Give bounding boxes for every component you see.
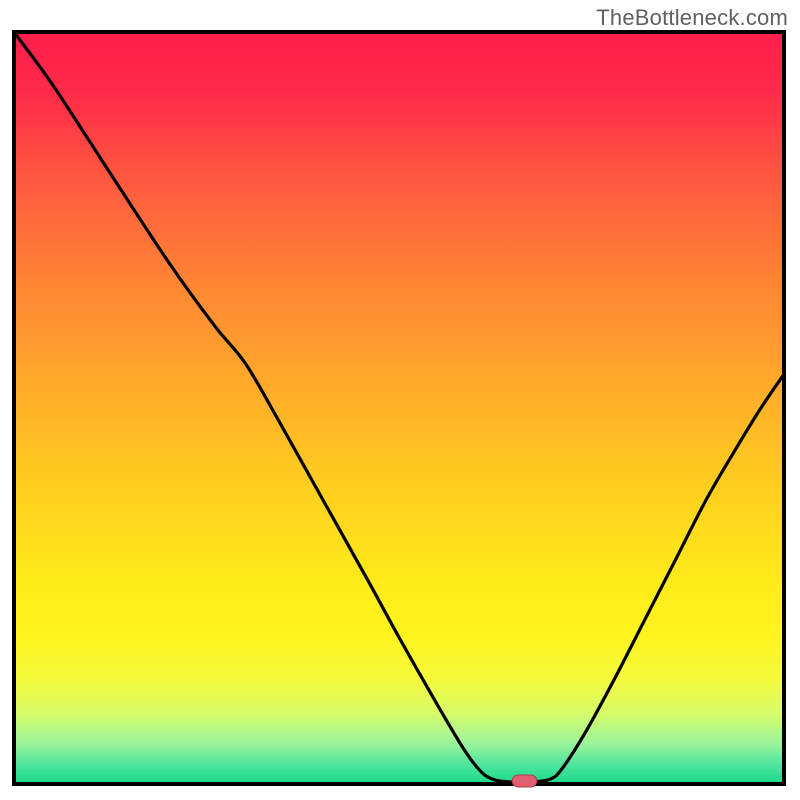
bottleneck-curve-chart: [0, 0, 800, 800]
sweet-spot-marker: [512, 775, 537, 787]
plot-background: [14, 32, 784, 784]
watermark-text: TheBottleneck.com: [596, 5, 788, 31]
